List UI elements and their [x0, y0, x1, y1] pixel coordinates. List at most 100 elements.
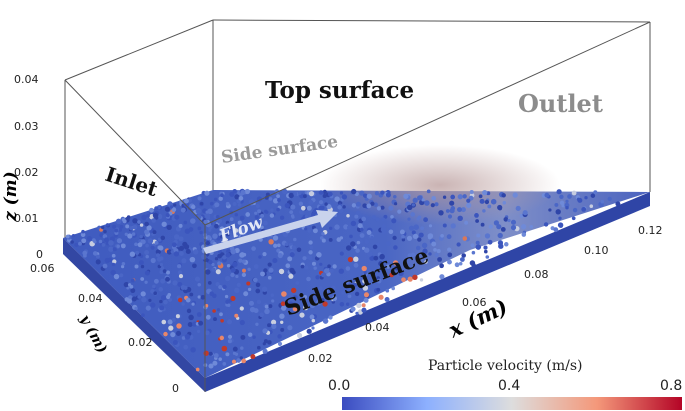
particle: [208, 351, 213, 356]
particle: [173, 251, 180, 257]
particle: [311, 326, 315, 330]
particle: [352, 282, 358, 288]
particle: [502, 201, 507, 205]
particle: [78, 241, 82, 246]
particle: [287, 325, 293, 331]
particle: [174, 214, 180, 220]
particle: [284, 202, 290, 209]
particle: [215, 214, 220, 219]
particle: [160, 294, 167, 301]
particle: [186, 308, 192, 314]
particle: [442, 223, 447, 228]
particle: [216, 218, 223, 224]
particle: [152, 284, 156, 289]
particle: [457, 215, 463, 222]
particle: [103, 229, 107, 234]
particle: [421, 242, 428, 249]
particle: [172, 280, 178, 286]
particle: [258, 255, 262, 259]
particle: [229, 226, 235, 232]
particle: [316, 252, 322, 258]
particle: [137, 295, 141, 299]
particle: [149, 207, 154, 213]
particle: [272, 198, 279, 204]
particle: [262, 348, 268, 354]
particle: [151, 218, 156, 223]
particle: [211, 267, 216, 272]
particle: [155, 253, 161, 258]
particle: [322, 301, 328, 307]
particle: [273, 243, 278, 248]
particle: [171, 317, 176, 322]
colorbar-tick-label: 0.4: [498, 378, 520, 394]
particle: [254, 215, 259, 220]
particle: [327, 264, 331, 269]
particle: [483, 245, 488, 250]
particle: [129, 226, 134, 231]
particle: [521, 232, 527, 237]
particle: [507, 218, 511, 223]
particle: [65, 234, 70, 239]
particle: [336, 237, 342, 242]
x-tick-label: 0.04: [365, 321, 390, 334]
particle: [156, 256, 162, 262]
particle: [197, 196, 202, 201]
particle: [380, 205, 385, 210]
particle: [413, 224, 420, 230]
particle: [407, 276, 413, 282]
x-tick-label: 0.10: [584, 244, 609, 257]
particle: [267, 323, 271, 328]
particle: [74, 242, 79, 247]
particle: [268, 267, 274, 273]
particle: [146, 213, 150, 218]
particle: [341, 291, 345, 295]
particle: [565, 205, 569, 210]
particle: [498, 206, 502, 211]
particle: [496, 224, 502, 230]
particle: [204, 330, 210, 336]
particle: [366, 268, 373, 274]
particle: [361, 307, 367, 313]
particle: [150, 302, 156, 308]
particle: [110, 269, 116, 276]
particle: [167, 292, 172, 297]
particle: [124, 232, 128, 236]
top-surface-label: Top surface: [265, 77, 414, 104]
particle: [264, 304, 269, 309]
particle: [256, 345, 261, 350]
particle: [164, 206, 170, 212]
particle: [327, 191, 333, 197]
particle: [363, 292, 370, 298]
particle: [227, 339, 232, 344]
particle: [449, 208, 455, 214]
particle: [351, 203, 357, 208]
particle: [308, 190, 315, 197]
particle: [388, 229, 394, 235]
particle: [95, 254, 100, 259]
particle: [345, 245, 352, 251]
particle: [308, 255, 313, 261]
particle: [177, 264, 182, 269]
particle: [262, 252, 267, 257]
particle: [158, 215, 163, 220]
particle: [138, 260, 144, 266]
particle: [112, 247, 117, 252]
particle: [178, 245, 185, 251]
particle: [269, 213, 275, 218]
particle: [116, 244, 120, 249]
particle: [304, 265, 309, 270]
particle: [271, 299, 275, 303]
particle: [364, 239, 370, 244]
particle: [144, 221, 149, 227]
particle: [249, 306, 256, 313]
particle: [298, 209, 304, 215]
particle: [374, 191, 380, 196]
particle: [484, 199, 490, 205]
particle: [289, 210, 294, 215]
particle: [288, 192, 294, 199]
particle: [372, 215, 376, 220]
particle: [476, 233, 481, 238]
particle: [385, 192, 391, 198]
particle: [119, 273, 124, 278]
particles: [65, 188, 621, 372]
